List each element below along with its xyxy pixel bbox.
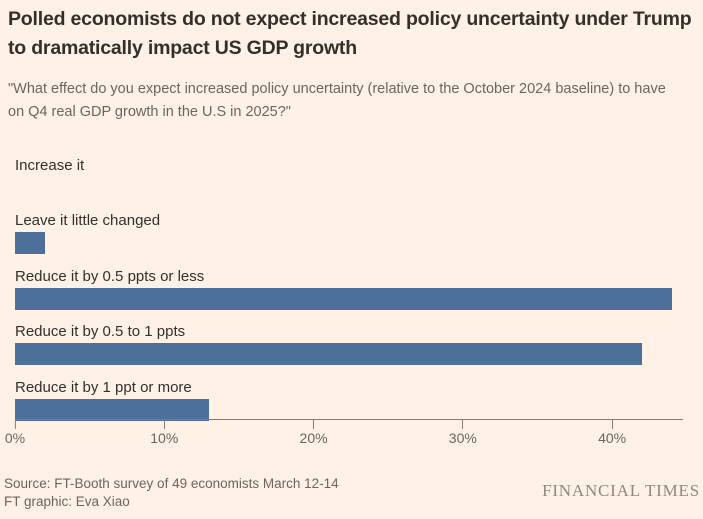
bar-track (15, 232, 683, 255)
tick-label: 0% (4, 430, 26, 446)
source-line: Source: FT-Booth survey of 49 economists… (4, 476, 339, 491)
bar (15, 343, 642, 366)
tick-mark (14, 420, 16, 429)
chart-subtitle: "What effect do you expect increased pol… (8, 81, 666, 120)
bar-track (15, 398, 683, 421)
x-axis-line (15, 419, 683, 420)
x-axis: 0% 10% 20% 30% 40% (5, 420, 683, 450)
plot-area: Increase it Leave it little changed Reduce… (15, 154, 683, 432)
bar-row: Reduce it by 1 ppt or more (15, 376, 683, 431)
ft-logo: FINANCIAL TIMES (542, 481, 700, 500)
credit-line: FT graphic: Eva Xiao (4, 493, 130, 509)
chart-title: Polled economists do not expect increase… (8, 8, 692, 59)
tick-label: 40% (598, 430, 627, 446)
x-axis-tick: 10% (150, 420, 178, 446)
bar (15, 398, 210, 421)
tick-mark (611, 420, 613, 429)
x-axis-tick: 20% (300, 420, 328, 446)
bar-row: Reduce it by 0.5 to 1 ppts (15, 320, 683, 375)
category-label: Reduce it by 0.5 ppts or less (15, 267, 205, 285)
x-axis-tick: 0% (5, 420, 25, 446)
bar-track (15, 343, 683, 366)
bar-row: Increase it (15, 154, 683, 209)
x-axis-tick: 40% (598, 420, 626, 446)
source-note: Source: FT-Booth survey of 49 economists… (4, 475, 339, 510)
category-label: Increase it (15, 157, 85, 174)
bar (15, 232, 45, 255)
tick-mark (313, 420, 315, 429)
bar-track (15, 287, 683, 310)
tick-mark (462, 420, 464, 429)
tick-label: 20% (299, 430, 328, 446)
bar (15, 287, 672, 310)
tick-mark (163, 420, 165, 429)
bar-track (15, 177, 683, 199)
category-label: Reduce it by 1 ppt or more (15, 378, 192, 396)
bar-row: Leave it little changed (15, 209, 683, 264)
tick-label: 30% (448, 430, 477, 446)
category-label: Leave it little changed (15, 212, 161, 230)
tick-label: 10% (150, 430, 179, 446)
category-label: Reduce it by 0.5 to 1 ppts (15, 323, 186, 341)
x-axis-tick: 30% (449, 420, 477, 446)
bar-row: Reduce it by 0.5 ppts or less (15, 265, 683, 320)
